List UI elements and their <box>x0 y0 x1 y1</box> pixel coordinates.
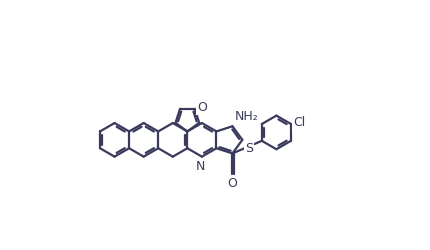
Text: N: N <box>196 160 205 172</box>
Text: O: O <box>227 177 237 190</box>
Text: NH₂: NH₂ <box>234 110 258 122</box>
Text: S: S <box>244 142 252 155</box>
Text: Cl: Cl <box>292 116 304 129</box>
Text: O: O <box>197 101 207 114</box>
